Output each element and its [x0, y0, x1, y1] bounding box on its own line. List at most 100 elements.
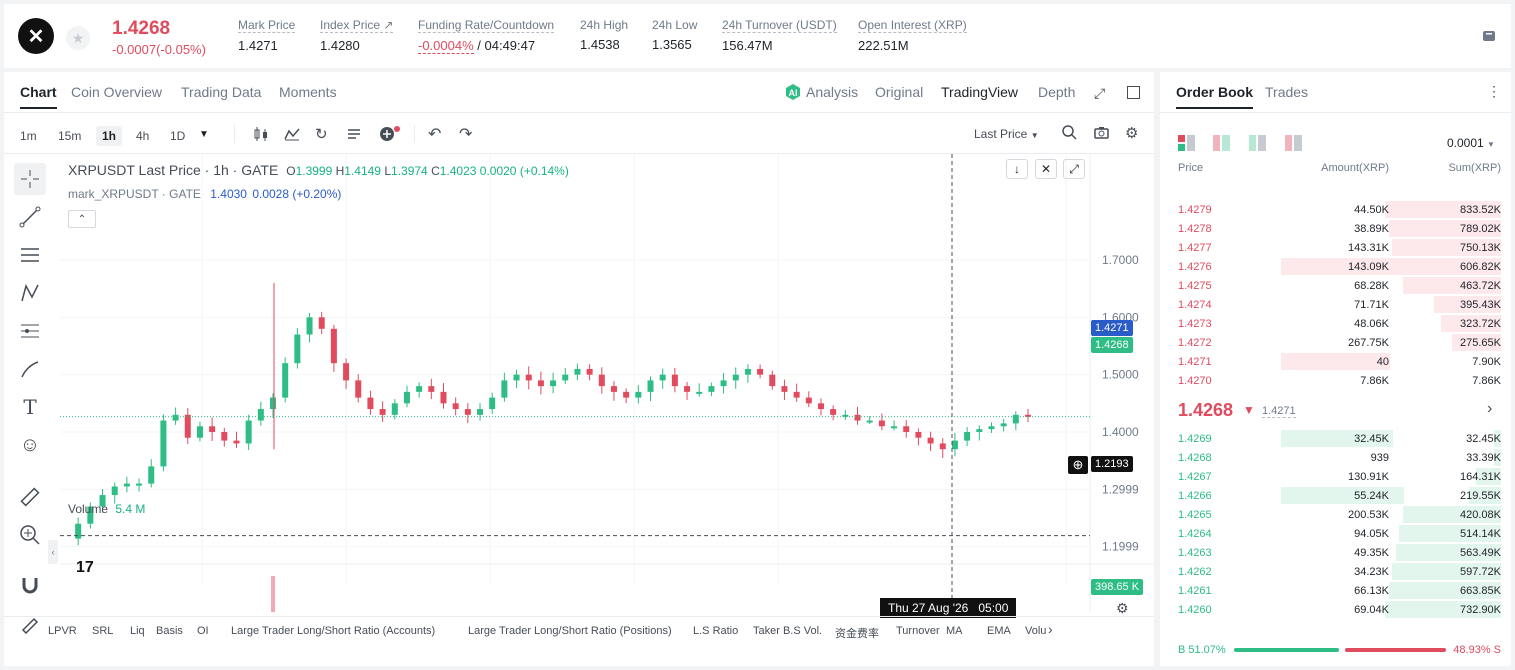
- ask-row[interactable]: 1.4270 7.86K 7.86K: [1160, 371, 1511, 390]
- more-icon[interactable]: ⋮: [1487, 83, 1501, 99]
- refresh-icon[interactable]: ↻: [315, 126, 328, 143]
- view-depth[interactable]: Depth: [1038, 84, 1076, 100]
- indicator-6[interactable]: Large Trader Long/Short Ratio (Positions…: [468, 625, 672, 637]
- tf-4h[interactable]: 4h: [136, 129, 150, 143]
- chevron-down-icon[interactable]: ▼: [199, 129, 209, 140]
- ask-row[interactable]: 1.4277 143.31K 750.13K: [1160, 238, 1511, 257]
- chevron-right-icon[interactable]: ›: [1487, 400, 1493, 417]
- indicator-5[interactable]: Large Trader Long/Short Ratio (Accounts): [231, 625, 436, 637]
- text-tool-icon[interactable]: T: [23, 395, 37, 419]
- crosshair-tool-icon[interactable]: [14, 163, 46, 195]
- layout-asks-icon[interactable]: [1285, 135, 1303, 154]
- info-book-icon[interactable]: [1481, 28, 1497, 44]
- collapse-legend-button[interactable]: ⌃: [68, 210, 96, 228]
- gear-icon[interactable]: ⚙: [1125, 125, 1139, 142]
- ask-row[interactable]: 1.4278 38.89K 789.02K: [1160, 219, 1511, 238]
- tab-chart[interactable]: Chart: [20, 84, 57, 109]
- bid-row[interactable]: 1.4269 32.45K 32.45K: [1160, 429, 1511, 448]
- tf-1d[interactable]: 1D: [170, 129, 186, 143]
- ask-row[interactable]: 1.4271 40 7.90K: [1160, 352, 1511, 371]
- stat-index-price[interactable]: Index Price ↗ 1.4280: [320, 18, 394, 53]
- indicator-10[interactable]: Turnover: [896, 625, 940, 637]
- add-indicator-icon[interactable]: [379, 126, 401, 145]
- indicator-12[interactable]: EMA: [987, 625, 1011, 637]
- indicator-4[interactable]: OI: [197, 625, 209, 637]
- bid-row[interactable]: 1.4266 55.24K 219.55K: [1160, 486, 1511, 505]
- indicator-2[interactable]: Liq: [130, 625, 145, 637]
- scroll-right-icon[interactable]: ›: [1048, 621, 1053, 637]
- projection-tool-icon[interactable]: [14, 315, 46, 347]
- bid-row[interactable]: 1.4261 66.13K 663.85K: [1160, 581, 1511, 600]
- lock-drawing-icon[interactable]: [14, 607, 46, 639]
- camera-icon[interactable]: [1094, 126, 1109, 142]
- tf-1h[interactable]: 1h: [96, 126, 123, 146]
- fullscreen-icon[interactable]: [1127, 86, 1140, 99]
- layout-split-icon[interactable]: [1213, 135, 1231, 154]
- analysis-button[interactable]: Analysis: [806, 84, 859, 100]
- indicator-8[interactable]: Taker B.S Vol.: [753, 625, 823, 637]
- layout-both-icon[interactable]: [1178, 135, 1196, 154]
- bid-row[interactable]: 1.4263 49.35K 563.49K: [1160, 543, 1511, 562]
- bid-row[interactable]: 1.4260 69.04K 732.90K: [1160, 600, 1511, 619]
- trendline-tool-icon[interactable]: [14, 201, 46, 233]
- bid-row[interactable]: 1.4268 939 33.39K: [1160, 448, 1511, 467]
- chart-settings-icon[interactable]: ⚙: [1116, 600, 1129, 616]
- indicator-0[interactable]: LPVR: [48, 625, 77, 637]
- fib-tool-icon[interactable]: [14, 239, 46, 271]
- redo-icon[interactable]: ↷: [459, 126, 473, 143]
- ask-row[interactable]: 1.4274 71.71K 395.43K: [1160, 295, 1511, 314]
- tab-trading-data[interactable]: Trading Data: [181, 84, 262, 100]
- maximize-pane-icon[interactable]: ⤢: [1063, 159, 1085, 179]
- tf-15m[interactable]: 15m: [58, 129, 82, 143]
- ask-row[interactable]: 1.4276 143.09K 606.82K: [1160, 257, 1511, 276]
- candle: [294, 334, 301, 364]
- ruler-tool-icon[interactable]: [14, 481, 46, 513]
- bid-row[interactable]: 1.4262 34.23K 597.72K: [1160, 562, 1511, 581]
- indicator-3[interactable]: Basis: [156, 625, 183, 637]
- tab-trades[interactable]: Trades: [1265, 84, 1309, 100]
- indicator-11[interactable]: MA: [946, 625, 963, 637]
- layout-bids-icon[interactable]: [1249, 135, 1267, 154]
- ask-row[interactable]: 1.4275 68.28K 463.72K: [1160, 276, 1511, 295]
- search-icon[interactable]: [1062, 125, 1077, 143]
- tf-1m[interactable]: 1m: [20, 129, 37, 143]
- templates-icon[interactable]: [347, 127, 363, 144]
- asks-list: 1.4279 44.50K 833.52K 1.4278 38.89K 789.02K 1.…: [1160, 200, 1511, 390]
- view-original[interactable]: Original: [875, 84, 924, 100]
- indicator-9[interactable]: 资金费率: [835, 628, 879, 639]
- brush-tool-icon[interactable]: [14, 353, 46, 385]
- favorite-star-icon[interactable]: ★: [66, 26, 90, 50]
- ask-row[interactable]: 1.4272 267.75K 275.65K: [1160, 333, 1511, 352]
- bid-row[interactable]: 1.4265 200.53K 420.08K: [1160, 505, 1511, 524]
- candlestick-chart[interactable]: 1.70001.60001.50001.40001.29991.19992223…: [60, 154, 1154, 612]
- ai-analysis-icon[interactable]: AI: [784, 83, 802, 101]
- sum-depth-bar: [1395, 544, 1501, 561]
- price-source-select[interactable]: Last Price ▼: [974, 127, 1039, 141]
- expand-icon[interactable]: ⤢: [1094, 85, 1106, 101]
- collapse-toolbar-button[interactable]: ‹: [48, 540, 58, 564]
- candle-type-icon[interactable]: [253, 127, 269, 144]
- indicator-13[interactable]: Volu: [1025, 625, 1047, 637]
- add-alert-icon[interactable]: ⊕: [1068, 456, 1088, 474]
- magnet-icon[interactable]: [14, 569, 46, 601]
- candle: [951, 440, 958, 450]
- candle: [1025, 414, 1031, 417]
- precision-select[interactable]: 0.0001 ▼: [1447, 136, 1495, 150]
- tab-moments[interactable]: Moments: [279, 84, 337, 100]
- ask-row[interactable]: 1.4279 44.50K 833.52K: [1160, 200, 1511, 219]
- pattern-tool-icon[interactable]: [14, 277, 46, 309]
- bid-row[interactable]: 1.4264 94.05K 514.14K: [1160, 524, 1511, 543]
- undo-icon[interactable]: ↶: [428, 126, 442, 143]
- ask-row[interactable]: 1.4273 48.06K 323.72K: [1160, 314, 1511, 333]
- zoom-in-icon[interactable]: [14, 519, 46, 551]
- view-tradingview[interactable]: TradingView: [941, 84, 1019, 100]
- indicator-1[interactable]: SRL: [92, 625, 114, 637]
- bid-row[interactable]: 1.4267 130.91K 164.31K: [1160, 467, 1511, 486]
- indicators-icon[interactable]: [284, 127, 300, 144]
- scroll-down-icon[interactable]: ↓: [1006, 159, 1028, 179]
- collapse-icon[interactable]: ✕: [1035, 159, 1057, 179]
- tab-coin-overview[interactable]: Coin Overview: [71, 84, 163, 100]
- tab-order-book[interactable]: Order Book: [1176, 84, 1254, 109]
- indicator-7[interactable]: L.S Ratio: [693, 625, 739, 637]
- emoji-tool-icon[interactable]: ☺: [19, 433, 41, 456]
